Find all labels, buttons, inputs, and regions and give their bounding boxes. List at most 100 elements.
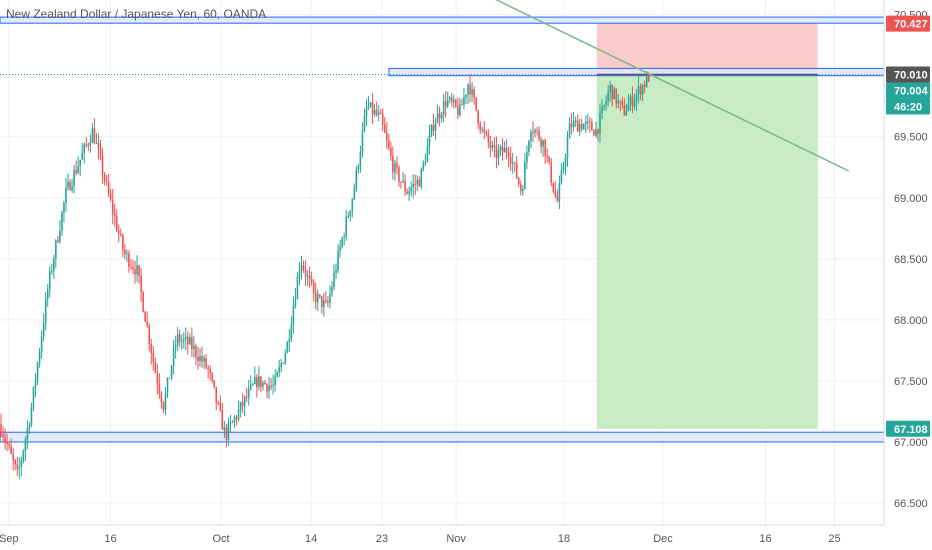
candle-body: [597, 129, 599, 134]
candle-body: [515, 163, 518, 179]
candle-body: [97, 142, 100, 149]
candle-body: [20, 460, 23, 468]
candle-body: [32, 386, 35, 408]
candle-body: [446, 99, 449, 107]
candle-body: [128, 253, 130, 267]
candle-body: [182, 338, 185, 341]
candle-body: [316, 294, 319, 303]
candle-body: [290, 324, 293, 339]
candle-body: [607, 92, 609, 101]
candle-body: [91, 128, 94, 143]
candle-body: [635, 93, 638, 101]
candle-body: [530, 131, 532, 142]
candle-body: [566, 138, 569, 158]
candle-body: [99, 148, 102, 156]
candle-body: [270, 385, 272, 387]
candle-body: [623, 105, 626, 116]
candle-body: [339, 246, 341, 251]
candle-body: [331, 286, 333, 294]
candle-body: [75, 170, 77, 173]
candle-body: [444, 101, 447, 107]
candle-body: [390, 147, 392, 157]
candle-body: [568, 123, 571, 139]
candle-body: [296, 276, 299, 300]
candle-body: [459, 104, 461, 116]
candle-body: [122, 235, 124, 251]
candle-body: [113, 213, 116, 217]
candle-body: [83, 144, 86, 154]
candle-body: [158, 383, 161, 394]
candle-body: [67, 181, 69, 188]
candle-body: [609, 84, 611, 93]
candle-body: [18, 467, 21, 469]
candle-body: [536, 130, 538, 132]
candle-body: [4, 436, 6, 442]
price-tag: [886, 15, 930, 32]
candle-body: [266, 384, 268, 392]
candle-body: [272, 385, 274, 387]
candle-body: [284, 352, 287, 363]
candle-body: [564, 157, 567, 167]
candle-body: [361, 131, 364, 153]
candle-body: [410, 187, 412, 192]
candle-body: [402, 180, 404, 183]
take-profit-zone: [596, 74, 818, 429]
candle-body: [258, 376, 260, 388]
candle-body: [146, 321, 149, 326]
candle-body: [199, 356, 201, 362]
candle-body: [605, 100, 607, 106]
candle-body: [247, 388, 250, 398]
x-tick-label: Sep: [0, 533, 19, 545]
candle-body: [254, 377, 256, 384]
candle-body: [249, 384, 252, 389]
candle-body: [8, 444, 10, 447]
candle-body: [144, 311, 146, 322]
candle-body: [414, 183, 417, 185]
candle-body: [485, 132, 488, 134]
y-tick-label: 68.000: [894, 315, 928, 327]
candle-body: [621, 101, 624, 106]
candle-body: [211, 373, 213, 381]
candle-body: [371, 102, 374, 115]
candle-body: [526, 151, 528, 163]
candle-body: [337, 250, 339, 271]
candle-body: [274, 376, 276, 386]
candle-body: [398, 167, 400, 183]
candle-body: [375, 110, 378, 115]
candle-body: [576, 120, 579, 132]
candle-body: [404, 180, 406, 192]
candle-body: [79, 159, 82, 167]
candle-body: [522, 189, 524, 192]
candle-body: [412, 183, 414, 188]
candle-body: [367, 106, 370, 108]
y-tick-label: 68.500: [894, 254, 928, 266]
candle-body: [394, 163, 396, 173]
candle-body: [379, 112, 382, 114]
candle-body: [491, 144, 494, 148]
candle-body: [256, 377, 258, 388]
candle-body: [278, 367, 280, 373]
candle-body: [627, 104, 630, 112]
candle-body: [582, 124, 585, 130]
candle-body: [174, 345, 177, 349]
candle-body: [625, 111, 628, 116]
x-tick-label: 23: [376, 533, 388, 545]
candle-body: [505, 147, 508, 153]
candle-body: [156, 372, 159, 384]
y-tick-label: 66.500: [894, 498, 928, 510]
candle-body: [544, 139, 546, 156]
candle-body: [469, 84, 471, 95]
candle-body: [85, 144, 88, 146]
candle-body: [637, 86, 640, 94]
candle-body: [40, 336, 43, 352]
candle-body: [341, 238, 343, 247]
candle-body: [38, 351, 41, 364]
candle-body: [495, 146, 498, 159]
price-tag-label: 70.427: [894, 19, 928, 31]
candle-body: [308, 275, 311, 280]
candle-body: [442, 101, 445, 115]
candle-body: [237, 409, 240, 420]
candle-body: [601, 106, 603, 114]
y-tick-label: 69.500: [894, 132, 928, 144]
